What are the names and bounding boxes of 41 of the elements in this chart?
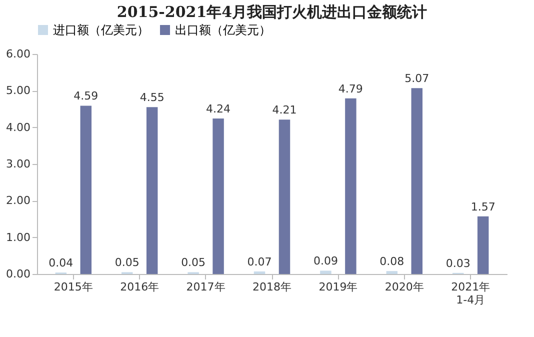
data-label: 0.09 xyxy=(313,254,338,268)
data-label: 4.55 xyxy=(140,91,164,104)
data-label: 4.24 xyxy=(206,102,231,116)
x-tick-label: 2021年 1-4月 xyxy=(451,280,490,306)
chart-title: 2015-2021年4月我国打火机进出口金额统计 xyxy=(116,3,428,21)
x-tick-label: 2018年 xyxy=(252,280,292,294)
data-label: 4.21 xyxy=(272,104,297,117)
legend-label: 出口额（亿美元） xyxy=(175,23,271,37)
data-label: 0.05 xyxy=(181,256,206,270)
y-tick-label: 6.00 xyxy=(6,48,30,60)
bar xyxy=(345,98,356,274)
x-tick-label: 2020年 xyxy=(384,280,424,294)
data-label: 1.57 xyxy=(470,200,496,214)
y-tick-label: 4.00 xyxy=(6,120,30,134)
x-tick-label: 2019年 xyxy=(318,280,358,294)
x-tick-label: 2016年 xyxy=(120,280,160,294)
x-tick-label: 2015年 xyxy=(54,280,93,294)
y-tick-label: 5.00 xyxy=(6,84,30,98)
data-label: 0.05 xyxy=(114,256,140,270)
bar xyxy=(386,271,398,274)
x-tick-label: 2017年 xyxy=(186,280,226,294)
bar xyxy=(320,270,332,274)
bar xyxy=(146,107,158,274)
data-label: 0.08 xyxy=(380,255,404,268)
bar xyxy=(80,106,92,274)
bar xyxy=(477,216,489,274)
bar xyxy=(411,88,423,274)
bar xyxy=(212,118,224,274)
data-label: 5.07 xyxy=(404,72,430,86)
y-tick-label: 0.00 xyxy=(6,268,30,280)
data-label: 0.07 xyxy=(247,255,272,268)
y-tick-label: 3.00 xyxy=(6,158,30,170)
data-label: 4.79 xyxy=(338,82,363,96)
data-label: 4.59 xyxy=(74,90,98,103)
data-label: 0.03 xyxy=(446,256,470,270)
y-tick-label: 1.00 xyxy=(6,230,30,244)
bar xyxy=(278,120,290,274)
bar xyxy=(254,271,266,274)
data-label: 0.04 xyxy=(48,256,74,270)
legend-label: 进口额（亿美元） xyxy=(53,23,149,37)
y-tick-label: 2.00 xyxy=(6,194,30,208)
